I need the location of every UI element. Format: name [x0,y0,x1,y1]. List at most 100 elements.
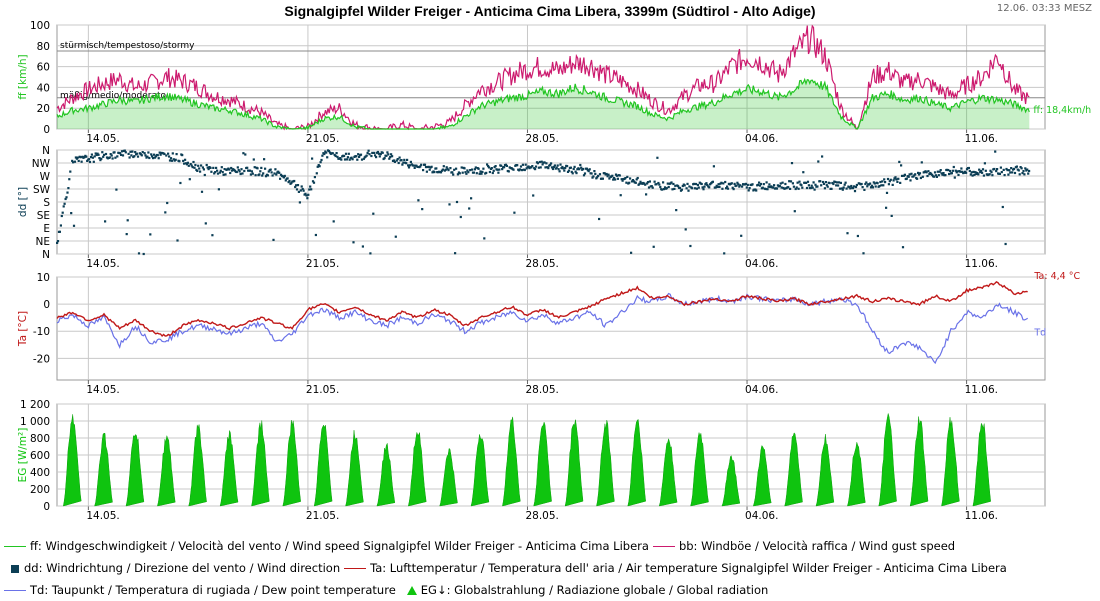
temperature-ytick-label: -10 [33,326,50,338]
wind-direction-point [758,181,761,184]
wind-direction-point [369,252,372,255]
wind-direction-point [251,172,254,175]
wind-direction-point [625,181,628,184]
wind-direction-point [934,174,937,177]
wind-direction-point [931,173,934,177]
wind-direction-point [231,169,234,172]
wind-direction-point [344,152,348,155]
wind-direction-point [113,151,116,154]
wind-direction-point [551,167,555,171]
wind-direction-point [687,189,690,192]
wind-direction-point [212,166,215,169]
wind-direction-point [393,160,396,163]
wind-direction-point [981,168,985,171]
wind-direction-point [98,157,101,160]
wind-direction-point [332,220,335,223]
wind-direction-point [545,162,548,165]
wind-direction-point [430,165,433,168]
wind-direction-point [498,168,501,171]
wind-direction-point [400,159,403,162]
wind-direction-point [80,160,83,163]
wind-direction-point [671,188,674,191]
radiation-day-area [219,430,239,507]
wind-direction-point [67,187,70,190]
wind-direction-point [766,188,769,191]
wind-direction-point [755,189,758,192]
wind-direction-point [269,168,272,171]
wind-direction-point [885,191,889,194]
wind-direction-point [446,167,449,170]
wind-direction-point [899,181,902,184]
legend-line-swatch [652,546,675,547]
wind-direction-point [146,155,149,158]
wind-direction-point [119,152,122,155]
wind-direction-point [209,166,212,169]
wind-direction-point [520,169,523,172]
wind-direction-ytick-label: NW [32,158,51,170]
wind-direction-point [1022,170,1025,173]
wind-direction-point [467,171,470,174]
wind-direction-point [1006,169,1009,172]
wind-direction-point [578,168,581,171]
wind-direction-point [396,158,399,161]
wind-direction-point [555,166,558,169]
wind-direction-point [315,172,318,175]
wind-direction-point [787,186,790,189]
wind-direction-point [504,163,507,166]
wind-direction-point [841,188,844,191]
wind-direction-point [910,172,913,175]
radiation-day-area [972,422,991,507]
wind-speed-ytick-label: 100 [30,20,50,32]
wind-direction-point [86,159,89,162]
wind-direction-point [951,169,954,172]
wind-direction-point [541,163,544,166]
wind-direction-point [583,172,587,175]
wind-direction-point [1007,173,1010,176]
wind-direction-point [594,172,597,175]
wind-direction-point [351,158,354,161]
wind-gust-line [56,24,1030,131]
wind-direction-point [416,165,419,168]
wind-direction-ytick-label: SE [37,210,50,222]
wind-direction-point [397,161,400,165]
wind-direction-point [243,169,246,173]
wind-direction-point [91,156,94,159]
wind-direction-point [883,178,886,181]
wind-direction-point [712,165,715,168]
temperature-frame [56,276,1046,381]
wind-direction-point [948,172,951,176]
wind-direction-point [611,174,614,177]
legend-row: Td: Taupunkt / Temperatura di rugiada / … [4,579,1096,601]
wind-direction-point [77,159,80,162]
wind-direction-point [262,172,265,175]
wind-direction-point [1000,171,1003,174]
wind-direction-point [207,168,210,171]
wind-direction-point [66,191,69,194]
radiation-day-area [690,432,709,507]
wind-direction-point [239,172,242,176]
radiation-day-area [847,442,866,507]
wind-speed-ytick-label: 80 [37,41,50,53]
wind-direction-point [294,185,297,189]
radiation-ytick-label: 1 000 [20,416,50,428]
wind-direction-point [198,167,201,170]
wind-direction-point [178,160,181,163]
wind-direction-point [61,211,64,214]
wind-direction-point [965,168,969,171]
wind-direction-point [469,169,472,172]
wind-direction-point [295,184,298,187]
radiation-day-area [752,444,772,507]
radiation-day-area [815,434,835,507]
wind-direction-point [670,181,673,184]
wind-direction-point [199,170,202,173]
wind-speed-ytick-label: 40 [37,82,50,94]
wind-direction-point [314,233,317,237]
wind-direction-point [378,155,381,158]
wind-direction-point [459,215,462,219]
wind-direction-point [193,166,196,169]
wind-direction-point [530,166,533,169]
radiation-day-area [784,432,803,507]
wind-direction-point [470,197,473,200]
wind-direction-point [853,185,856,188]
wind-direction-point [327,150,331,153]
